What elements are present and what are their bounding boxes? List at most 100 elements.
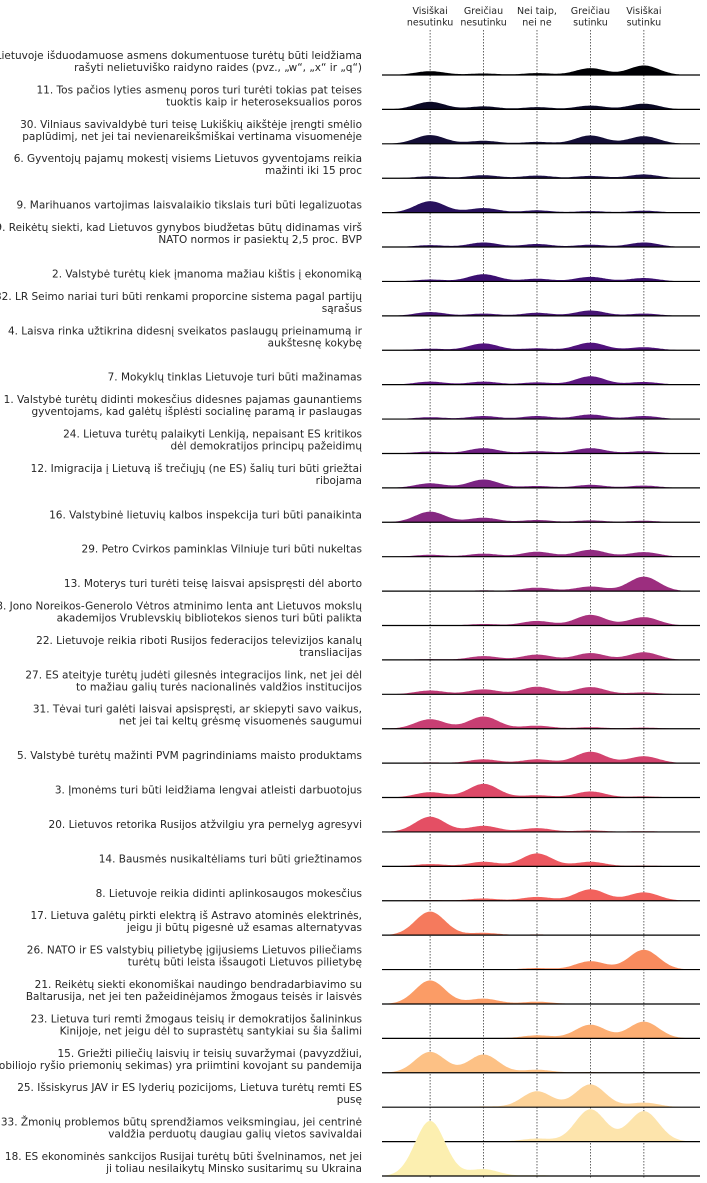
ridge [382,65,700,76]
ridge [382,174,700,179]
ridge-area [382,1021,700,1039]
question-label: 32. LR Seimo nariai turi būti renkami pr… [0,291,362,315]
x-category-label: Visiškai sutinku [626,6,661,29]
ridge-area [382,889,700,901]
ridge [382,783,700,799]
question-label: 18. ES ekonominės sankcijos Rusijai turė… [5,1151,362,1175]
ridge [382,376,700,386]
ridge-area [382,1109,700,1142]
ridge-area [382,549,700,557]
question-label: 8. Lietuvoje reikia didinti aplinkosaugo… [96,888,362,900]
ridge-area [382,342,700,351]
ridge [382,1084,700,1108]
ridge-area [382,310,700,316]
question-label: 9. Marihuanos vartojimas laisvalaikio ti… [16,200,362,212]
question-label: 28. Jono Noreikos-Generolo Vėtros atmini… [0,601,362,625]
question-label: 30. Vilniaus savivaldybė turi teisę Luki… [20,119,362,143]
ridge [382,1051,700,1074]
ridge [382,274,700,283]
question-label: 12. Imigracija į Lietuvą iš trečiųjų (ne… [31,463,362,487]
question-label: 17. Lietuva galėtų pirkti elektrą iš Ast… [30,910,362,934]
question-label: 24. Lietuva turėtų palaikyti Lenkiją, ne… [63,428,362,452]
ridge-area [382,274,700,282]
question-label: 4. Laisva rinka užtikrina didesnį sveika… [8,325,363,349]
question-label: 15. Griežti piliečių laisvių ir teisių s… [0,1048,362,1072]
ridge [382,549,700,558]
ridge-area [382,716,700,729]
ridge-area [382,448,700,454]
ridge [382,1021,700,1039]
x-category-label: Visiškai nesutinku [407,6,453,29]
ridge-area [382,911,700,936]
ridge-area [382,576,700,592]
question-label: 19. Reikėtų siekti, kad Lietuvos gynybos… [0,222,362,246]
ridge [382,342,700,351]
ridge [382,949,700,971]
ridge [382,576,700,592]
ridge-area [382,783,700,798]
x-axis-header: Visiškai nesutinku Greičiau nesutinku Nei ta… [407,6,662,29]
question-label: 3. Įmonėms turi būti leidžiama lengvai a… [55,785,362,797]
question-label: 2. Valstybė turėtų kiek įmanoma mažiau k… [52,268,362,280]
x-category-label: Greičiau nesutinku [460,6,506,29]
ridge [382,1120,700,1177]
x-category-label: Nei taip, nei ne [517,6,557,29]
question-label: 22. Lietuvoje reikia riboti Rusijos fede… [36,635,362,659]
ridge-area [382,1120,700,1176]
x-category-label: Greičiau sutinku [571,6,610,29]
ridge [382,980,700,1005]
question-label: 13. Moterys turi turėti teisę laisvai ap… [64,578,362,590]
ridge-area [382,853,700,867]
ridge-area [382,686,700,695]
ridge-area [382,414,700,420]
ridge-area [382,980,700,1004]
question-label: 27. ES ateityje turėtų judėti gilesnės i… [25,669,362,693]
ridge-area [382,65,700,75]
ridge [382,751,700,764]
question-label: 16. Valstybinė lietuvių kalbos inspekcij… [49,509,362,521]
ridge [382,414,700,420]
ridge [382,511,700,523]
ridge-area [382,511,700,523]
ridge-area [382,201,700,213]
ridge-area [382,242,700,248]
question-label: 11. Tos pačios lyties asmenų poros turi … [37,84,363,108]
ridge [382,135,700,145]
ridge [382,201,700,214]
ridge-area [382,652,700,660]
question-label: 1. Valstybė turėtų didinti mokesčius did… [4,394,362,418]
ridge-area [382,101,700,110]
question-label: 33. Žmonių problemos būtų sprendžiamos v… [1,1116,362,1141]
question-label: 6. Gyventojų pajamų mokestį visiems Liet… [14,153,363,177]
ridge [382,101,700,111]
ridge [382,911,700,936]
gridlines [429,30,645,1178]
ridge-area [382,135,700,144]
ridge [382,686,700,695]
ridge [382,816,700,833]
question-label: 26. NATO ir ES valstybių pilietybę įgiju… [27,945,362,969]
ridge [382,716,700,730]
ridge-area [382,1051,700,1073]
ridge-area [382,174,700,179]
ridge [382,889,700,902]
question-label: 29. Petro Cvirkos paminklas Vilniuje tur… [82,544,362,556]
question-label: 7. Mokyklų tinklas Lietuvoje turi būti m… [108,372,362,384]
question-label: 21. Reikėtų siekti ekonomiškai naudingo … [26,979,362,1003]
ridge-area [382,479,700,488]
question-label: 23. Lietuva turi remti žmogaus teisių ir… [31,1013,362,1037]
question-label: 31. Tėvai turi galėti laisvai apsispręst… [33,704,362,728]
ridge-area [382,949,700,970]
ridge [382,448,700,455]
question-label: 20. Lietuvos retorika Rusijos atžvilgiu … [49,819,362,831]
ridge [382,853,700,867]
ridge [382,614,700,627]
ridges [382,65,700,1177]
question-label: 10. Lietuvoje išduodamuose asmens dokume… [0,50,362,74]
ridge [382,652,700,661]
ridge-area [382,1084,700,1108]
ridge-area [382,751,700,764]
ridge-area [382,816,700,832]
ridge [382,242,700,248]
